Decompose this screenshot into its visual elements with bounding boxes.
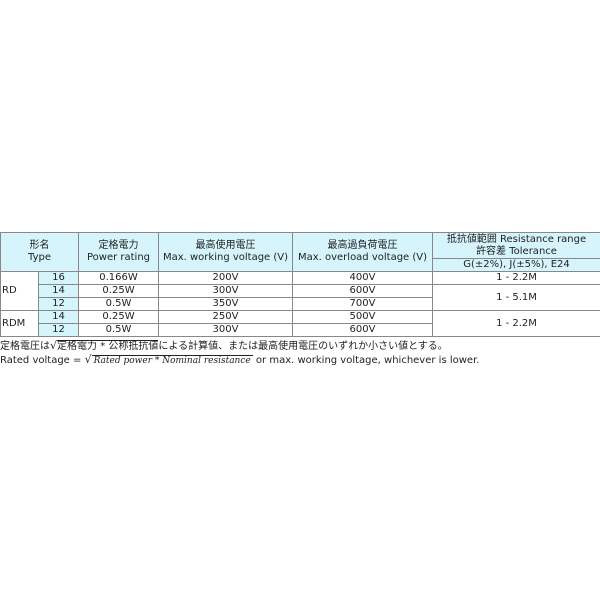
size-cell: 14	[38, 284, 79, 298]
spec-table: 形名 Type 定格電力 Power rating 最高使用電圧 Max. worki…	[0, 232, 600, 337]
working-cell: 350V	[158, 297, 293, 311]
type-cell: RDM	[0, 310, 39, 337]
size-cell: 12	[38, 323, 79, 337]
size-cell: 14	[38, 310, 79, 324]
size-cell: 16	[38, 271, 79, 285]
header-range: 抵抗値範囲 Resistance range 許容差 Tolerance	[432, 232, 600, 259]
header-working-voltage: 最高使用電圧 Max. working voltage (V)	[158, 232, 293, 272]
working-cell: 200V	[158, 271, 293, 285]
header-power: 定格電力 Power rating	[78, 232, 159, 272]
working-cell: 300V	[158, 284, 293, 298]
size-cell: 12	[38, 297, 79, 311]
header-tolerance: G(±2%), J(±5%), E24	[432, 258, 600, 272]
note-en: Rated voltage = √ Rated power * Nominal r…	[0, 353, 480, 366]
range-cell: 1 - 2.2M	[432, 271, 600, 285]
working-cell: 300V	[158, 323, 293, 337]
overload-cell: 400V	[292, 271, 433, 285]
table-row: 14 0.25W 300V 600V 1 - 5.1M	[1, 284, 600, 311]
power-cell: 0.5W	[78, 323, 159, 337]
header-overload-voltage: 最高過負荷電圧 Max. overload voltage (V)	[292, 232, 433, 272]
type-cell: RD	[0, 271, 39, 311]
header-type: 形名 Type	[0, 232, 79, 272]
power-cell: 0.25W	[78, 284, 159, 298]
range-cell: 1 - 5.1M	[432, 284, 600, 311]
working-cell: 250V	[158, 310, 293, 324]
overload-cell: 500V	[292, 310, 433, 324]
power-cell: 0.166W	[78, 271, 159, 285]
range-cell: 1 - 2.2M	[432, 310, 600, 337]
power-cell: 0.25W	[78, 310, 159, 324]
table-row: RDM 14 0.25W 250V 500V 1 - 2.2M	[0, 310, 600, 337]
overload-cell: 600V	[292, 323, 433, 337]
overload-cell: 600V	[292, 284, 433, 298]
table-row: RD 16 0.166W 200V 400V 1 - 2.2M	[0, 271, 600, 311]
note-jp: 定格電圧は√定格電力 * 公称抵抗値による計算値、または最高使用電圧のいずれか小…	[0, 339, 448, 352]
power-cell: 0.5W	[78, 297, 159, 311]
overload-cell: 700V	[292, 297, 433, 311]
table-row: 12 0.5W 300V 600V	[1, 323, 600, 337]
